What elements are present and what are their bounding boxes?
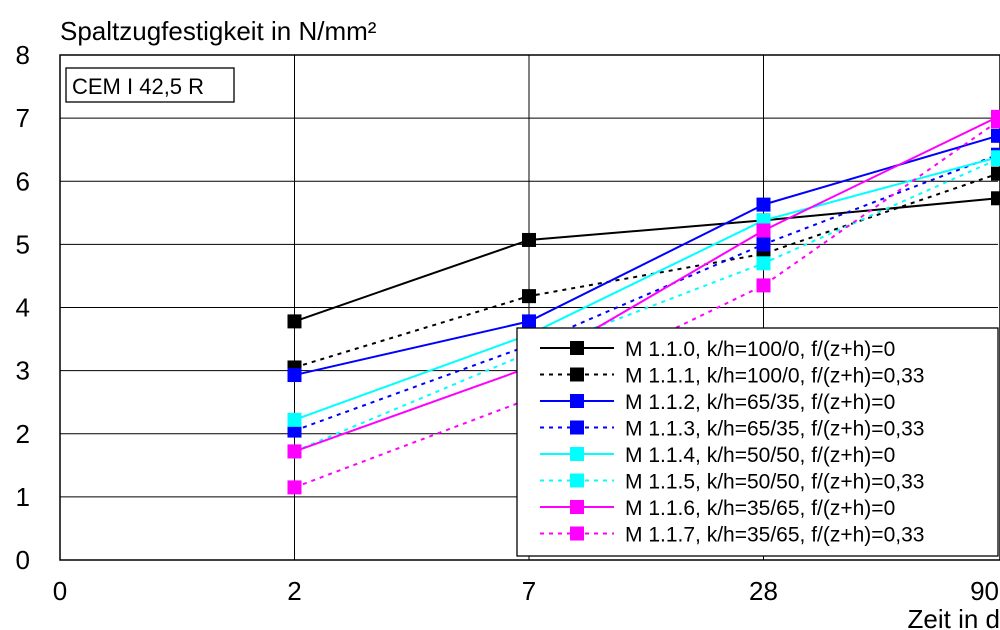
series-line <box>294 156 999 421</box>
y-axis-title: Spaltzugfestigkeit in N/mm² <box>60 16 377 46</box>
x-tick-label: 90 <box>970 576 999 606</box>
plot-frame <box>59 54 1000 561</box>
legend-marker <box>570 341 584 355</box>
data-point-marker <box>991 128 1000 143</box>
y-tick-label: 2 <box>16 419 30 449</box>
y-tick-label: 5 <box>16 229 30 259</box>
legend-marker <box>570 526 584 541</box>
tick-labels: 0 1 2 3 4 5 6 7 8 0 2 7 28 90 <box>16 40 999 606</box>
series-line <box>294 197 999 323</box>
cement-annotation-label: CEM I 42,5 R <box>72 74 204 99</box>
y-tick-label: 4 <box>16 293 30 323</box>
legend-marker <box>570 447 584 461</box>
legend-entry: M 1.1.7, k/h=35/65, f/(z+h)=0,33 <box>540 524 924 547</box>
legend-entry: M 1.1.2, k/h=65/35, f/(z+h)=0 <box>540 391 895 414</box>
y-tick-label: 1 <box>16 482 30 512</box>
legend-label: M 1.1.7, k/h=35/65, f/(z+h)=0,33 <box>625 524 924 547</box>
y-tick-label: 0 <box>16 545 30 575</box>
legend-marker <box>570 394 584 408</box>
x-tick-label: 2 <box>287 576 301 606</box>
legend-label: M 1.1.2, k/h=65/35, f/(z+h)=0 <box>625 391 895 414</box>
data-point-marker <box>287 412 302 427</box>
data-point-marker <box>991 152 1000 167</box>
data-point-marker <box>756 197 771 212</box>
series-3 <box>287 128 1000 383</box>
data-point-marker <box>522 314 536 329</box>
legend-marker <box>570 367 584 382</box>
y-tick-label: 6 <box>16 166 30 196</box>
cement-annotation: CEM I 42,5 R <box>65 67 235 103</box>
legend-entry: M 1.1.6, k/h=35/65, f/(z+h)=0 <box>540 497 895 520</box>
data-point-marker <box>756 256 771 271</box>
data-point-marker <box>287 480 302 495</box>
x-axis-title: Zeit in d <box>908 604 1000 630</box>
legend-marker <box>570 500 584 514</box>
legend-box <box>516 327 999 557</box>
legend-entry: M 1.1.4, k/h=50/50, f/(z+h)=0 <box>540 444 895 467</box>
legend-label: M 1.1.1, k/h=100/0, f/(z+h)=0,33 <box>625 365 924 388</box>
legend-label: M 1.1.5, k/h=50/50, f/(z+h)=0,33 <box>625 471 924 494</box>
legend-marker <box>570 473 584 488</box>
data-point-marker <box>287 423 302 438</box>
y-tick-label: 3 <box>16 356 30 386</box>
legend-entry: M 1.1.1, k/h=100/0, f/(z+h)=0,33 <box>540 365 924 388</box>
data-point-marker <box>991 114 1000 129</box>
series-line <box>294 153 999 432</box>
y-tick-label: 8 <box>16 40 30 70</box>
data-point-marker <box>991 191 1000 206</box>
data-point-marker <box>756 223 771 238</box>
legend: M 1.1.0, k/h=100/0, f/(z+h)=0 M 1.1.1, k/… <box>516 327 999 557</box>
legend-label: M 1.1.3, k/h=65/35, f/(z+h)=0,33 <box>625 418 924 441</box>
data-point-marker <box>756 237 771 252</box>
data-point-marker <box>522 232 536 247</box>
legend-marker <box>570 420 584 435</box>
x-tick-label: 7 <box>522 576 536 606</box>
data-point-marker <box>522 289 536 304</box>
legend-entry: M 1.1.0, k/h=100/0, f/(z+h)=0 <box>540 338 895 361</box>
data-point-marker <box>287 314 302 329</box>
series-line <box>294 115 999 453</box>
y-tick-label: 7 <box>16 103 30 133</box>
data-point-marker <box>991 166 1000 181</box>
data-point-marker <box>287 368 302 383</box>
legend-label: M 1.1.6, k/h=35/65, f/(z+h)=0 <box>625 497 895 520</box>
legend-entry: M 1.1.5, k/h=50/50, f/(z+h)=0,33 <box>540 471 924 494</box>
cement-annotation-box <box>65 67 235 103</box>
series-line <box>294 158 999 453</box>
data-point-marker <box>756 278 771 293</box>
data-point-marker <box>287 444 302 459</box>
legend-label: M 1.1.0, k/h=100/0, f/(z+h)=0 <box>625 338 895 361</box>
series-line <box>294 134 999 377</box>
x-tick-label: 0 <box>53 576 67 606</box>
legend-label: M 1.1.4, k/h=50/50, f/(z+h)=0 <box>625 444 895 467</box>
x-tick-label: 28 <box>749 576 778 606</box>
legend-entry: M 1.1.3, k/h=65/35, f/(z+h)=0,33 <box>540 418 924 441</box>
